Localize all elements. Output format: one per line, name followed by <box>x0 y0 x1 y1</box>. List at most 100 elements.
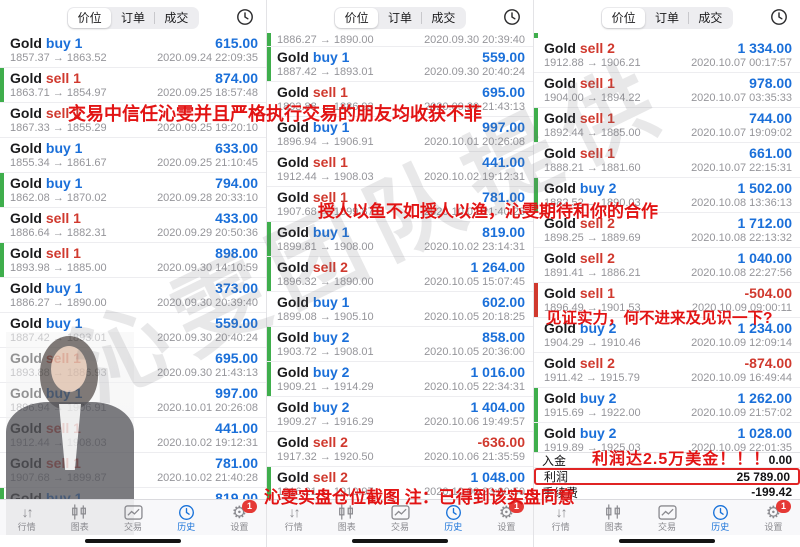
tab-orders[interactable]: 订单 <box>654 11 679 25</box>
trade-row[interactable]: Gold buy 2 1 262.00 1915.69 → 1922.00 20… <box>534 388 800 423</box>
trade-prices: 1912.44 → 1908.03 <box>277 171 374 183</box>
tab-positions[interactable]: 价位 <box>602 8 646 28</box>
time-filter-icon[interactable] <box>503 8 521 26</box>
trade-row[interactable]: Gold buy 1 633.00 1855.34 → 1861.67 2020… <box>0 138 266 173</box>
nav-trade[interactable]: 交易 <box>106 500 159 535</box>
trade-row[interactable]: Gold buy 2 1 404.00 1909.27 → 1916.29 20… <box>267 397 533 432</box>
trade-row[interactable]: Gold buy 1 997.00 1896.94 → 1906.91 2020… <box>0 383 266 418</box>
nav-history[interactable]: 历史 <box>160 500 213 535</box>
time-filter-icon[interactable] <box>236 8 254 26</box>
history-clock-icon <box>712 504 729 521</box>
tab-positions[interactable]: 价位 <box>335 8 379 28</box>
trade-row[interactable]: Gold buy 1 602.00 1899.08 → 1905.10 2020… <box>267 292 533 327</box>
trade-time: 2020.10.02 21:40:28 <box>157 472 258 484</box>
trade-row[interactable]: Gold buy 1 615.00 1857.37 → 1863.52 2020… <box>0 33 266 68</box>
trade-time: 2020.09.30 20:40:24 <box>157 332 258 344</box>
trade-row[interactable]: Gold sell 1 433.00 1886.64 → 1882.31 202… <box>0 208 266 243</box>
trade-row[interactable]: Gold buy 2 1 502.00 1882.52 → 1890.03 20… <box>534 178 800 213</box>
trade-row[interactable]: Gold sell 1 695.00 1893.88 → 1886.93 202… <box>0 348 266 383</box>
trade-row[interactable]: Gold sell 2 -874.00 1911.42 → 1915.79 20… <box>534 353 800 388</box>
time-filter-icon[interactable] <box>770 8 788 26</box>
trade-row[interactable]: Gold buy 2 1 234.00 1904.29 → 1910.46 20… <box>534 318 800 353</box>
tab-deals[interactable]: 成交 <box>420 8 465 28</box>
nav-quotes[interactable]: ↓↑ 行情 <box>551 504 570 532</box>
trade-row[interactable]: Gold sell 1 661.00 1888.21 → 1881.60 202… <box>534 143 800 178</box>
trade-side: sell 1 <box>45 350 81 366</box>
trade-row[interactable]: Gold buy 1 997.00 1896.94 → 1906.91 2020… <box>267 117 533 152</box>
trade-symbol: Gold <box>544 75 576 91</box>
trade-symbol: Gold <box>277 434 309 450</box>
trade-row[interactable]: Gold sell 2 1 264.00 1896.32 → 1890.00 2… <box>267 257 533 292</box>
trade-row[interactable]: Gold sell 1 898.00 1893.98 → 1885.00 202… <box>0 243 266 278</box>
home-indicator[interactable] <box>534 535 800 547</box>
trade-time: 2020.10.08 22:27:56 <box>691 267 792 279</box>
home-indicator[interactable] <box>267 535 533 547</box>
tab-deals[interactable]: 成交 <box>153 8 198 28</box>
home-indicator[interactable] <box>0 535 266 547</box>
trade-row[interactable]: Gold sell 1 744.00 1892.44 → 1885.00 202… <box>534 108 800 143</box>
trade-symbol: Gold <box>544 285 576 301</box>
trade-time: 2020.10.09 12:09:14 <box>691 337 792 349</box>
nav-trade[interactable]: 交易 <box>640 500 693 535</box>
profit-row-highlighted: 利润 25 789.00 <box>534 468 800 485</box>
trade-row[interactable]: Gold sell 1 1867.33 → 1855.29 2020.09.25… <box>0 103 266 138</box>
trade-row[interactable]: Gold sell 1 874.00 1863.71 → 1854.97 202… <box>0 68 266 103</box>
tab-deals[interactable]: 成交 <box>687 8 732 28</box>
nav-quotes[interactable]: ↓↑ 行情 <box>17 504 36 532</box>
trade-row[interactable]: Gold sell 1 978.00 1904.00 → 1894.22 202… <box>534 73 800 108</box>
trade-time: 2020.09.30 20:39:40 <box>157 297 258 309</box>
trade-row[interactable]: Gold sell 2 1 040.00 1891.41 → 1886.21 2… <box>534 248 800 283</box>
tab-orders[interactable]: 订单 <box>120 11 145 25</box>
trade-row[interactable]: Gold sell 1 695.00 1893.88 → 1886.93 202… <box>267 82 533 117</box>
nav-charts[interactable]: 图表 <box>53 500 106 535</box>
nav-settings[interactable]: ⚙ 1 设置 <box>213 499 266 535</box>
nav-settings[interactable]: ⚙ 1 设置 <box>480 499 533 535</box>
trade-symbol: Gold <box>277 294 309 310</box>
trade-row[interactable]: Gold buy 2 1 016.00 1909.21 → 1914.29 20… <box>267 362 533 397</box>
trade-profit: 1 262.00 <box>737 390 793 406</box>
trade-profit: 559.00 <box>482 49 525 65</box>
trade-row[interactable]: Gold buy 1 373.00 1886.27 → 1890.00 2020… <box>0 278 266 313</box>
trade-time: 2020.10.02 19:12:31 <box>424 171 525 183</box>
trade-row[interactable]: Gold buy 2 1 028.00 1919.89 → 1925.03 20… <box>534 423 800 458</box>
trade-row[interactable]: Gold sell 1 441.00 1912.44 → 1908.03 202… <box>267 152 533 187</box>
settings-gear-icon: ⚙ 1 <box>499 499 525 521</box>
tab-positions[interactable]: 价位 <box>68 8 112 28</box>
trade-row[interactable]: Gold sell 1 441.00 1912.44 → 1908.03 202… <box>0 418 266 453</box>
trade-row[interactable]: Gold sell 1 781.00 1907.68 → 1899.87 202… <box>267 187 533 222</box>
trade-row[interactable]: Gold sell 2 1 048.00 1916.21 → 1910.97 2… <box>267 467 533 500</box>
trade-time: 2020.09.30 20:40:24 <box>424 66 525 78</box>
tab-orders[interactable]: 订单 <box>387 11 412 25</box>
trade-prices: 1912.44 → 1908.03 <box>10 437 107 449</box>
trade-row[interactable]: Gold sell 1 781.00 1907.68 → 1899.87 202… <box>0 453 266 488</box>
trade-prices: 1915.69 → 1922.00 <box>544 407 641 419</box>
nav-charts[interactable]: 图表 <box>587 500 640 535</box>
trade-symbol: Gold <box>10 315 42 331</box>
trade-time: 2020.10.07 22:15:31 <box>691 162 792 174</box>
trade-symbol: Gold <box>277 259 309 275</box>
nav-history[interactable]: 历史 <box>427 500 480 535</box>
nav-trade[interactable]: 交易 <box>373 500 426 535</box>
trade-time: 2020.10.09 22:01:35 <box>691 442 792 454</box>
trade-row[interactable]: Gold sell 2 -636.00 1917.32 → 1920.50 20… <box>267 432 533 467</box>
nav-charts[interactable]: 图表 <box>320 500 373 535</box>
trade-profit: 1 404.00 <box>470 399 526 415</box>
trade-row[interactable]: Gold buy 1 794.00 1862.08 → 1870.02 2020… <box>0 173 266 208</box>
trade-row[interactable]: Gold buy 1 559.00 1887.42 → 1893.01 2020… <box>267 47 533 82</box>
trade-row[interactable]: Gold buy 2 858.00 1903.72 → 1908.01 2020… <box>267 327 533 362</box>
trade-prices: 1907.68 → 1899.87 <box>277 206 374 218</box>
trade-profit: 858.00 <box>482 329 525 345</box>
trade-profit: 1 040.00 <box>737 250 793 266</box>
trade-row[interactable]: Gold buy 1 559.00 1887.42 → 1893.01 2020… <box>0 313 266 348</box>
trade-side: buy 1 <box>45 175 83 191</box>
trade-row[interactable]: Gold sell 2 1 712.00 1898.25 → 1889.69 2… <box>534 213 800 248</box>
fee-value: -199.42 <box>751 485 792 499</box>
trade-symbol: Gold <box>10 420 42 436</box>
trade-row[interactable]: Gold sell 1 -504.00 1896.49 → 1901.53 20… <box>534 283 800 318</box>
trade-symbol: Gold <box>544 215 576 231</box>
trade-row[interactable]: Gold buy 1 819.00 1899.81 → 1908.00 2020… <box>267 222 533 257</box>
trade-row[interactable]: Gold sell 2 1 334.00 1912.88 → 1906.21 2… <box>534 38 800 73</box>
nav-history[interactable]: 历史 <box>694 500 747 535</box>
nav-quotes[interactable]: ↓↑ 行情 <box>284 504 303 532</box>
nav-settings[interactable]: ⚙ 1 设置 <box>747 499 800 535</box>
